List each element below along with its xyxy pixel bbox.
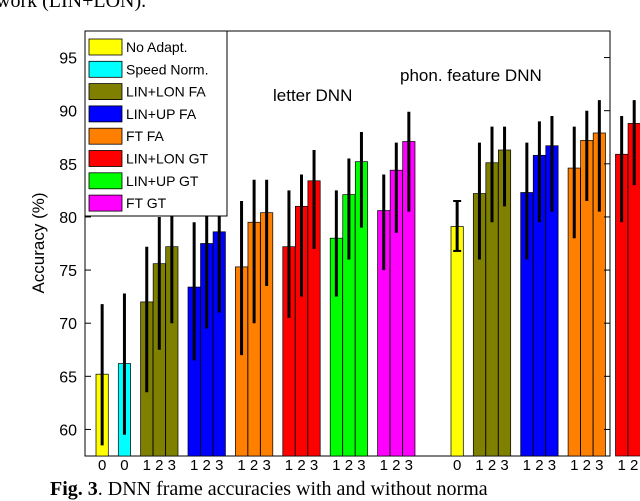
caption-top: work (LIN+LON).: [0, 0, 147, 12]
x-tick-label: 3: [500, 457, 508, 474]
y-axis: 60 65 70 75 80 85 90 95: [59, 51, 610, 439]
x-tick-label: 1: [380, 457, 388, 474]
legend-label: LIN+LON GT: [126, 151, 209, 167]
x-tick-label: 2: [583, 457, 591, 474]
x-tick-label: 1: [570, 457, 578, 474]
x-tick-label: 2: [535, 457, 543, 474]
y-tick-label: 90: [59, 104, 77, 121]
legend-swatch: [88, 172, 123, 190]
x-tick-label: 2: [488, 457, 496, 474]
y-tick-label: 75: [59, 263, 77, 280]
x-tick-label: 0: [120, 457, 128, 474]
x-tick-label: 3: [310, 457, 318, 474]
legend-label: LIN+UP GT: [126, 173, 199, 189]
x-tick-label: 1: [475, 457, 483, 474]
x-tick-label: 2: [345, 457, 353, 474]
x-tick-label: 1: [285, 457, 293, 474]
x-tick-label: 2: [250, 457, 258, 474]
legend-label: No Adapt.: [126, 39, 188, 55]
legend-swatch: [88, 194, 123, 212]
legend-swatch: [88, 38, 123, 56]
legend-swatch: [88, 83, 123, 100]
annotation-letter-dnn: letter DNN: [273, 86, 352, 105]
y-axis-label: Accuracy (%): [29, 192, 48, 293]
figure-label: Fig. 3: [50, 478, 98, 500]
x-tick-label: 2: [155, 457, 163, 474]
legend-swatch: [88, 60, 123, 78]
x-tick-label: 2: [297, 457, 305, 474]
x-tick-label: 3: [548, 457, 556, 474]
bars-layer: [95, 123, 640, 457]
y-tick-label: 80: [59, 210, 77, 227]
x-tick-label: 3: [215, 457, 223, 474]
x-tick-label: 0: [453, 457, 461, 474]
legend: No Adapt. Speed Norm. LIN+LON FA LIN+UP FA F…: [84, 30, 228, 217]
x-tick-label: 3: [357, 457, 365, 474]
y-tick-label: 95: [59, 51, 77, 68]
y-tick-label: 60: [59, 422, 77, 439]
x-tick-label: 1: [332, 457, 340, 474]
legend-label: FT FA: [126, 128, 165, 144]
legend-swatch: [88, 127, 123, 145]
legend-label: LIN+LON FA: [126, 84, 206, 100]
x-tick-label: 3: [262, 457, 270, 474]
legend-swatch: [88, 150, 123, 167]
error-bars-layer: [100, 100, 636, 446]
legend-label: FT GT: [126, 195, 167, 211]
x-tick-label: 1: [143, 457, 151, 474]
bar: [450, 226, 464, 457]
x-tick-label: 3: [405, 457, 413, 474]
x-tick-label: 1: [523, 457, 531, 474]
legend-swatch: [88, 105, 123, 123]
x-tick-label: 2: [392, 457, 400, 474]
x-tick-label: 1: [237, 457, 245, 474]
y-tick-label: 65: [59, 369, 77, 386]
caption-bottom: Fig. 3. DNN frame accuracies with and wi…: [50, 478, 488, 501]
y-tick-label: 70: [59, 316, 77, 333]
x-tick-label: 1: [190, 457, 198, 474]
legend-label: Speed Norm.: [126, 61, 208, 77]
x-tick-label: 2: [203, 457, 211, 474]
x-tick-label: 3: [168, 457, 176, 474]
caption-text: . DNN frame accuracies with and without …: [97, 478, 488, 500]
legend-label: LIN+UP FA: [126, 106, 197, 122]
y-tick-label: 85: [59, 157, 77, 174]
annotation-phon-feature-dnn: phon. feature DNN: [400, 66, 542, 85]
x-tick-label: 0: [98, 457, 106, 474]
x-tick-label: 2: [630, 457, 638, 474]
x-tick-label: 1: [617, 457, 625, 474]
x-tick-labels: 001231231231231231230123123123123123123: [98, 457, 638, 474]
x-tick-label: 3: [595, 457, 603, 474]
